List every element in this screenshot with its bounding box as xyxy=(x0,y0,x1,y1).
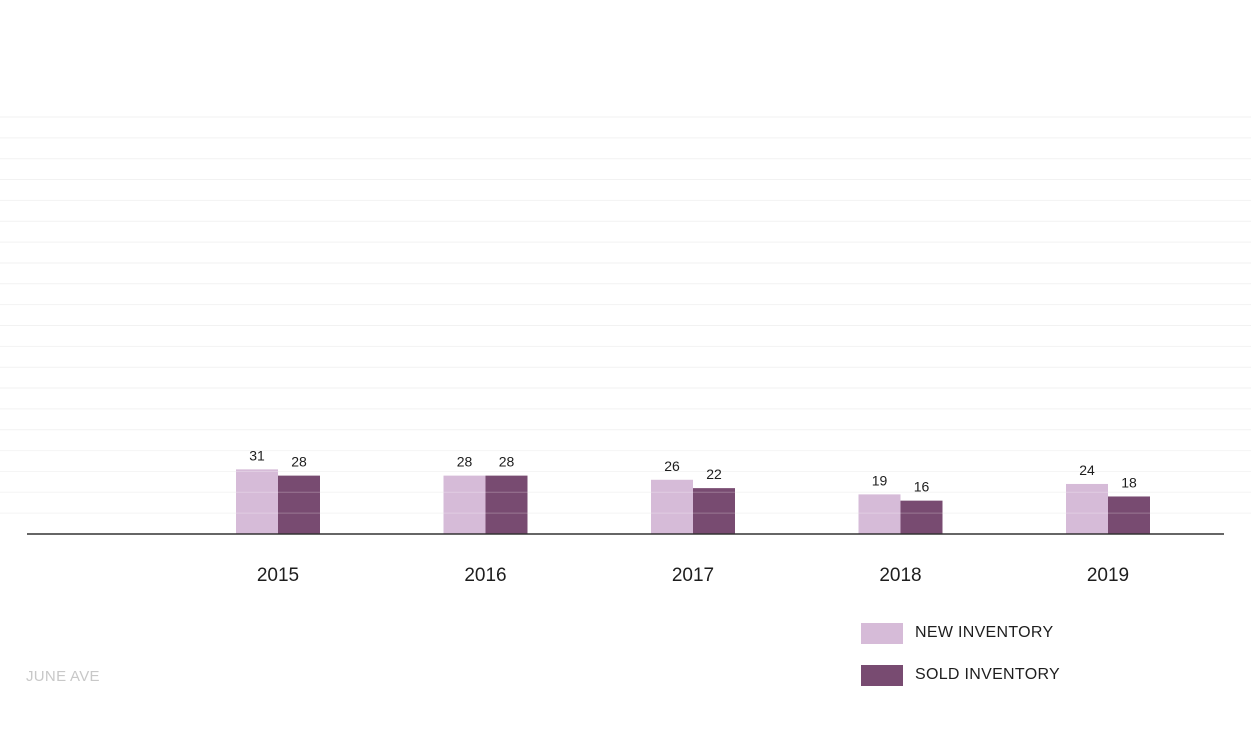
legend-label-sold-inventory: SOLD INVENTORY xyxy=(915,666,1060,683)
x-axis-tick-labels: 2015 2016 2017 2018 2019 xyxy=(257,565,1129,586)
legend-swatch-sold-inventory xyxy=(861,664,903,686)
grid-overlay xyxy=(0,450,1251,514)
bar-value-sold-inventory-2019: 18 xyxy=(1121,474,1137,490)
bar-new-inventory-2019 xyxy=(1066,483,1108,534)
bar-value-new-inventory-2018: 19 xyxy=(872,472,888,488)
x-tick-label-2016: 2016 xyxy=(464,565,506,586)
bar-sold-inventory-2019 xyxy=(1108,496,1150,534)
legend-swatch-new-inventory xyxy=(861,622,903,644)
data-labels: 31 28 28 28 26 22 19 16 24 18 xyxy=(249,447,1137,494)
x-tick-label-2019: 2019 xyxy=(1087,565,1129,586)
bar-new-inventory-2017 xyxy=(651,479,693,534)
bar-value-sold-inventory-2017: 22 xyxy=(706,466,722,482)
bar-value-sold-inventory-2015: 28 xyxy=(291,454,307,470)
bar-value-sold-inventory-2018: 16 xyxy=(914,479,930,495)
bar-sold-inventory-2015 xyxy=(278,475,320,534)
bar-value-new-inventory-2019: 24 xyxy=(1079,462,1095,478)
bar-value-sold-inventory-2016: 28 xyxy=(499,454,515,470)
gridlines xyxy=(0,116,1251,514)
brand-watermark: JUNE AVE xyxy=(26,668,100,685)
bar-new-inventory-2018 xyxy=(858,494,901,534)
x-tick-label-2015: 2015 xyxy=(257,565,299,586)
x-tick-label-2018: 2018 xyxy=(879,565,921,586)
legend-item-new-inventory: NEW INVENTORY xyxy=(861,622,1060,644)
x-tick-label-2017: 2017 xyxy=(672,565,714,586)
bar-sold-inventory-2018 xyxy=(900,500,943,534)
legend: NEW INVENTORY SOLD INVENTORY xyxy=(861,622,1060,706)
legend-item-sold-inventory: SOLD INVENTORY xyxy=(861,664,1060,686)
bar-sold-inventory-2016 xyxy=(485,475,528,534)
bar-value-new-inventory-2016: 28 xyxy=(457,454,473,470)
bar-new-inventory-2016 xyxy=(443,475,486,534)
bar-sold-inventory-2017 xyxy=(693,488,735,534)
bar-new-inventory-2015 xyxy=(236,469,278,534)
bar-value-new-inventory-2015: 31 xyxy=(249,447,265,463)
bar-value-new-inventory-2017: 26 xyxy=(664,458,680,474)
legend-label-new-inventory: NEW INVENTORY xyxy=(915,624,1054,641)
bars xyxy=(236,469,1150,534)
